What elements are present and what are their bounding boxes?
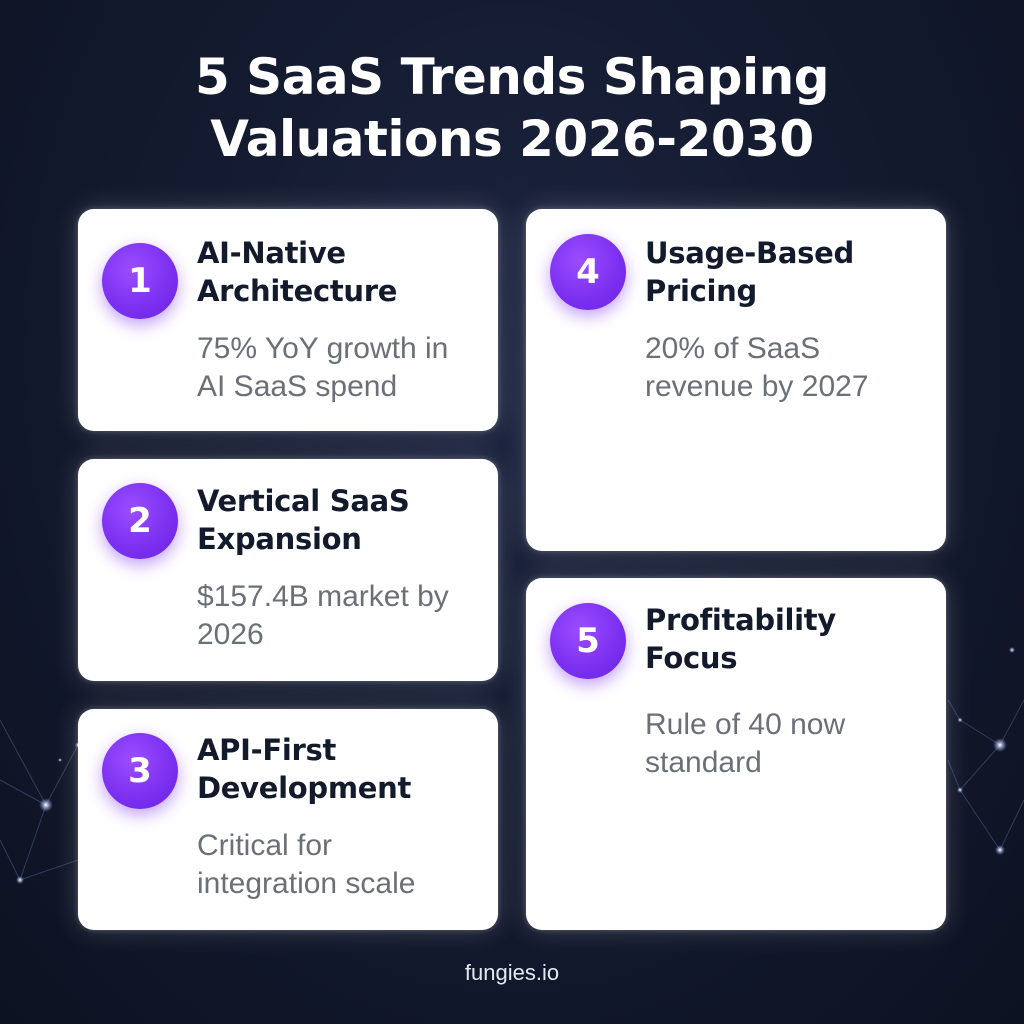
trend-title-line: Focus <box>645 641 738 675</box>
trend-card-2: 2 Vertical SaaS Expansion $157.4B market… <box>78 459 498 681</box>
trend-number-badge: 4 <box>550 234 626 310</box>
trend-card-3: 3 API-First Development Critical for int… <box>78 709 498 930</box>
trend-description: Rule of 40 now standard <box>645 706 930 782</box>
trend-number-badge: 5 <box>550 603 626 679</box>
trend-title-line: Pricing <box>645 274 757 308</box>
trend-title-line: Expansion <box>197 522 362 556</box>
trend-description-line: $157.4B market by <box>197 580 449 613</box>
trend-card-4: 4 Usage-Based Pricing 20% of SaaS revenu… <box>526 209 946 551</box>
trend-title-line: Profitability <box>645 603 836 637</box>
trend-title-line: Development <box>197 771 412 805</box>
page-title-line-2: Valuations 2026-2030 <box>210 110 814 168</box>
trend-title: API-First Development <box>197 731 482 807</box>
trend-card-5: 5 Profitability Focus Rule of 40 now sta… <box>526 578 946 930</box>
trend-description: 20% of SaaS revenue by 2027 <box>645 330 930 406</box>
trend-description: $157.4B market by 2026 <box>197 578 482 654</box>
trend-description-line: AI SaaS spend <box>197 370 398 403</box>
page-title: 5 SaaS Trends Shaping Valuations 2026-20… <box>0 46 1024 170</box>
trend-description-line: 20% of SaaS <box>645 332 821 365</box>
trend-description: Critical for integration scale <box>197 827 482 903</box>
trend-description-line: Rule of 40 now <box>645 708 846 741</box>
trend-title-line: Architecture <box>197 274 398 308</box>
page-title-line-1: 5 SaaS Trends Shaping <box>194 48 830 106</box>
trend-number-badge: 2 <box>102 483 178 559</box>
trend-title: Vertical SaaS Expansion <box>197 482 482 558</box>
trend-title-line: Usage-Based <box>645 236 854 270</box>
trend-title: Profitability Focus <box>645 601 930 677</box>
trend-description-line: Critical for <box>197 829 333 862</box>
trend-title-line: Vertical SaaS <box>197 484 410 518</box>
trend-title: AI-Native Architecture <box>197 234 482 310</box>
trend-number-badge: 1 <box>102 243 178 319</box>
trend-description: 75% YoY growth in AI SaaS spend <box>197 330 482 406</box>
trend-description-line: 2026 <box>197 618 264 651</box>
trend-title-line: AI-Native <box>197 236 346 270</box>
trend-card-1: 1 AI-Native Architecture 75% YoY growth … <box>78 209 498 431</box>
trend-description-line: standard <box>645 746 762 779</box>
trend-description-line: revenue by 2027 <box>645 370 869 403</box>
trend-number-badge: 3 <box>102 733 178 809</box>
trend-title: Usage-Based Pricing <box>645 234 930 310</box>
footer-brand-text: fungies.io <box>464 960 560 985</box>
trend-description-line: integration scale <box>197 867 416 900</box>
trend-title-line: API-First <box>197 733 337 767</box>
trend-description-line: 75% YoY growth in <box>197 332 449 365</box>
